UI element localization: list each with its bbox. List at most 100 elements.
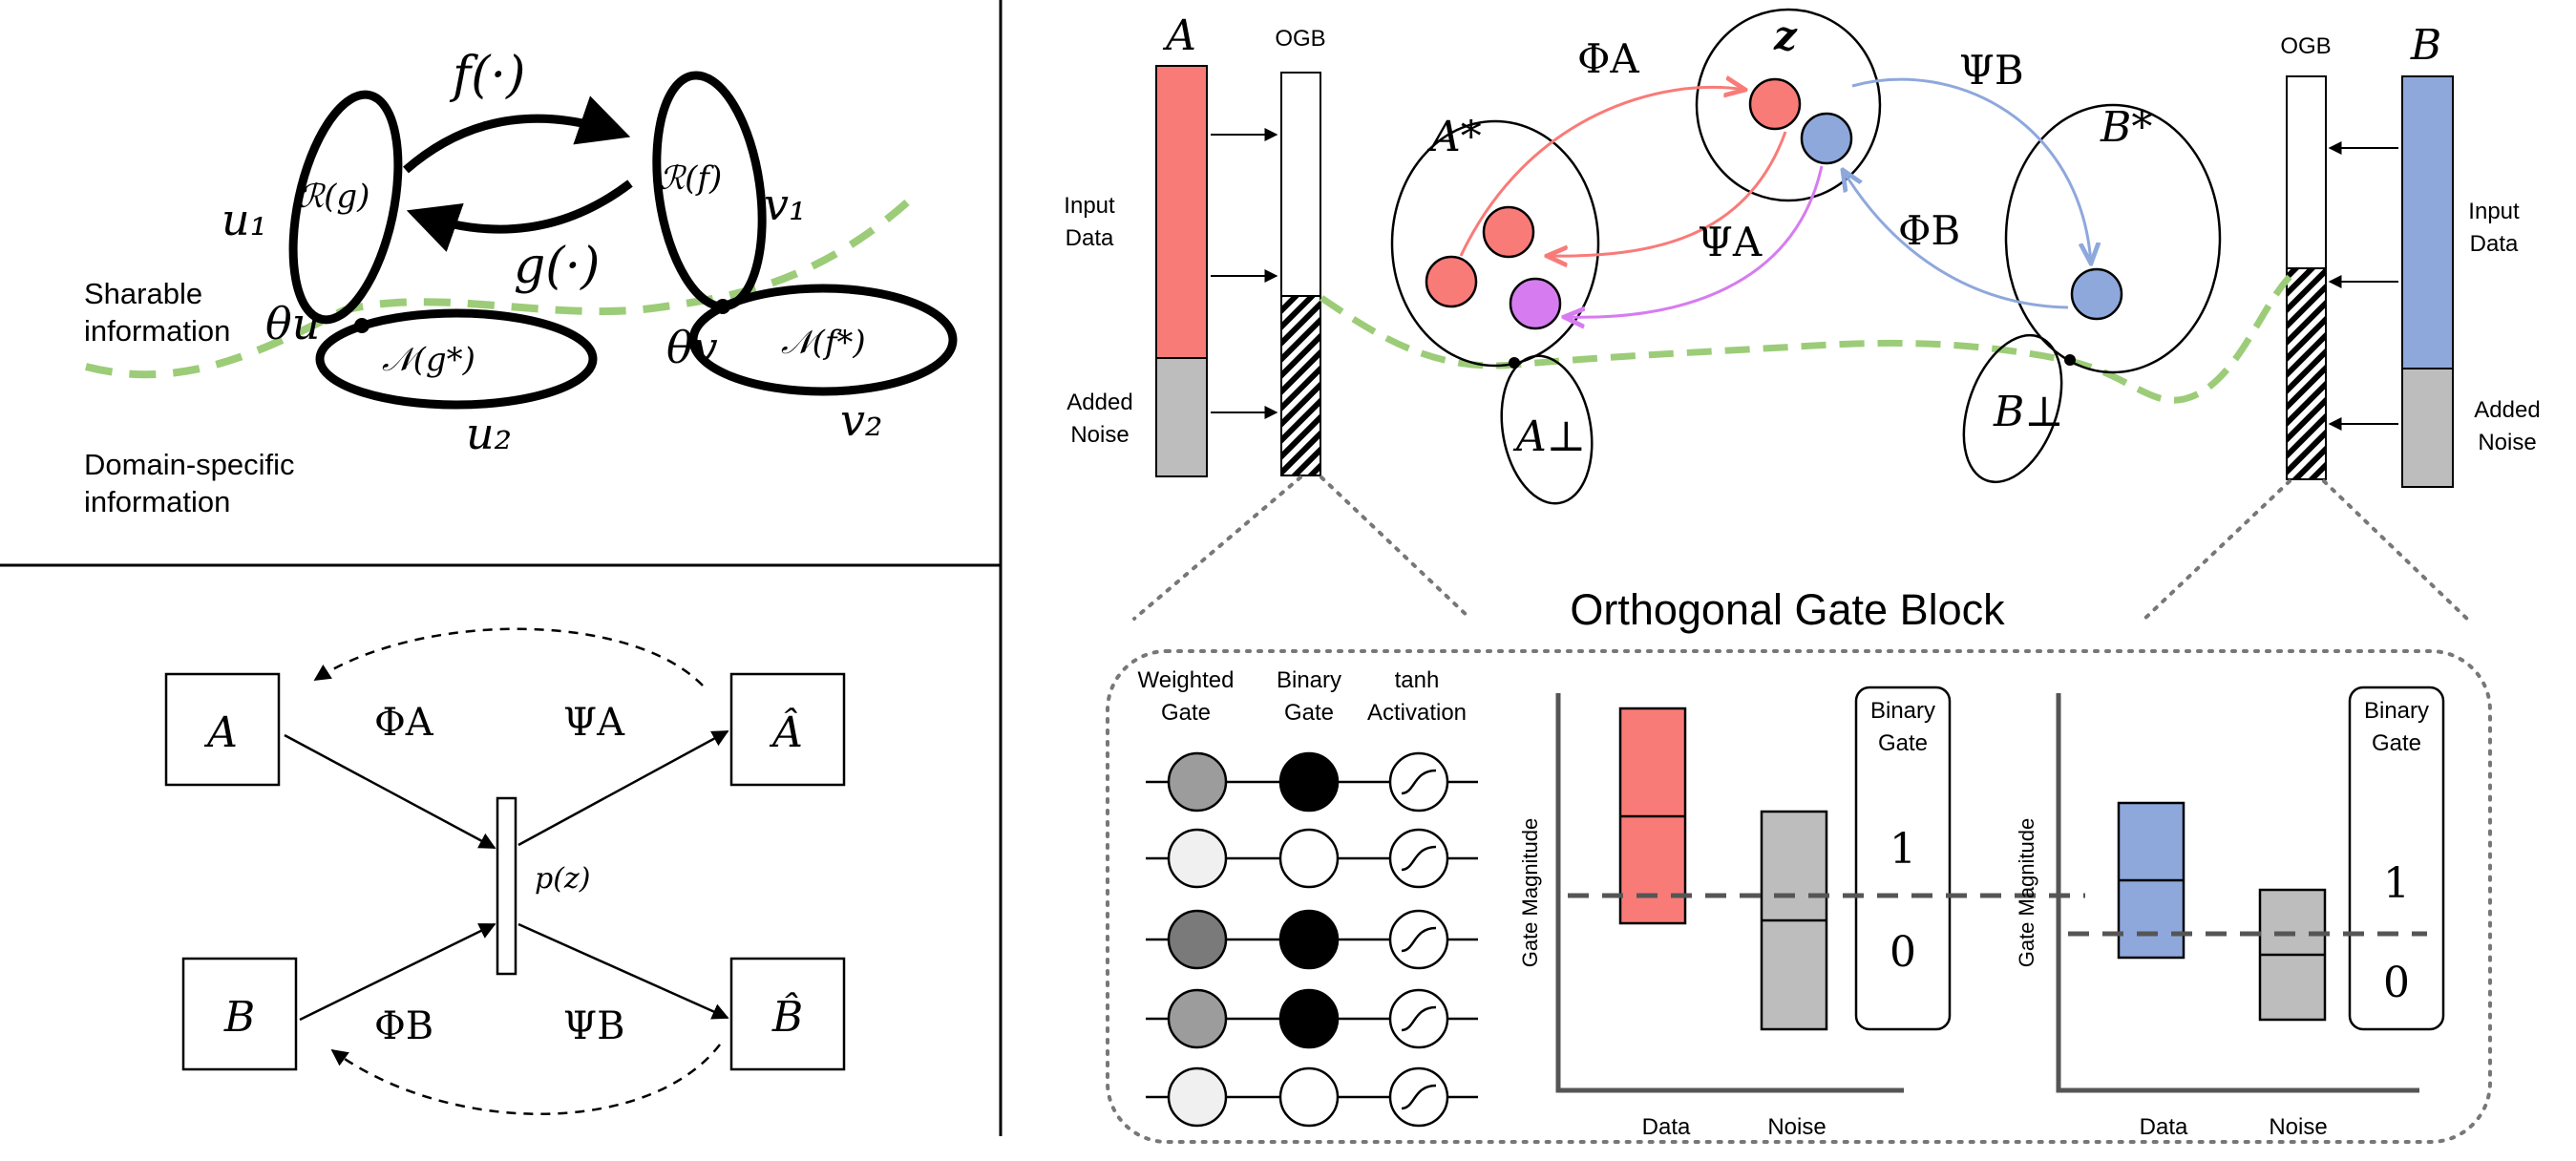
col-binary-2: Gate (1284, 700, 1334, 726)
label-domain-1: Domain-specific (84, 448, 295, 481)
ellipse-A-perp (1500, 354, 1594, 505)
dot-B-1 (2070, 267, 2123, 321)
label-noise-right-1: Added (2474, 397, 2540, 423)
panel-c-top: A B OGB OGB Input Data Added Noise Input… (1064, 8, 2541, 624)
label-theta-u: θu (265, 298, 320, 349)
ylabel-right: Gate Magnitude (2015, 818, 2038, 968)
gate-chart-left: Binary Gate 1 0 Gate Magnitude Data Nois… (1518, 686, 2085, 1140)
label-box-A: A (203, 708, 238, 757)
box-A-hat (729, 672, 846, 787)
label-A-perp: A⊥ (1512, 412, 1586, 461)
arrow-g (406, 179, 633, 252)
block-border (1106, 649, 2492, 1144)
xlabel-noise-left: Noise (1767, 1114, 1826, 1140)
gate-chart-right: Binary Gate 1 0 Gate Magnitude Data Nois… (2015, 686, 2445, 1140)
label-z: z (1773, 12, 1798, 59)
xlabel-noise-right: Noise (2269, 1114, 2327, 1140)
label-f: f(·) (449, 47, 525, 104)
label-bar-A: A (1162, 11, 1196, 60)
label-input-left-2: Data (1066, 225, 1114, 251)
label-box-B: B (223, 993, 255, 1042)
label-psi-A: ΨA (563, 701, 625, 745)
col-binary-1: Binary (1277, 667, 1341, 693)
label-phi-B: ΦB (374, 1004, 433, 1048)
label-sharable-1: Sharable (84, 277, 202, 310)
label-sharable-2: information (84, 314, 230, 348)
label-N-g: 𝒩(g*) (382, 341, 475, 379)
arrow-psi-A-purple (1564, 165, 1824, 317)
binary-zero-left: 0 (1890, 928, 1916, 977)
gate-row-5 (1146, 1066, 1478, 1128)
box-B-hat (729, 957, 846, 1071)
label-input-right-2: Data (2470, 231, 2519, 257)
col-weighted-2: Gate (1161, 700, 1211, 726)
label-theta-v: θv (666, 322, 718, 373)
label-pz: p(z) (535, 862, 590, 896)
input-bar-B-noise (2401, 368, 2454, 488)
label-phi-B-c: ΦB (1898, 207, 1960, 254)
label-B-perp: B⊥ (1993, 388, 2064, 436)
ogb-right-open (2286, 75, 2327, 269)
box-A (164, 672, 281, 787)
label-noise-left-2: Noise (1070, 422, 1129, 448)
label-input-left-1: Input (1064, 193, 1115, 219)
arrow-phi-A (1459, 87, 1745, 257)
binary-gate-box-right (2348, 686, 2445, 1031)
dot-z-blue (1800, 112, 1853, 165)
box-B (181, 957, 298, 1071)
label-g: g(·) (514, 238, 600, 295)
binary-gate-label-left-1: Binary (1870, 698, 1935, 724)
gate-row-1 (1146, 751, 1478, 813)
label-v2: v₂ (840, 394, 882, 446)
latent-bar (496, 796, 517, 976)
binary-gate-label-right-1: Binary (2364, 698, 2429, 724)
label-u2: u₂ (466, 408, 512, 459)
col-tanh-2: Activation (1367, 700, 1467, 726)
ogb-right-hatched (2286, 267, 2327, 480)
arrow-psi-A-red (1547, 131, 1787, 256)
block-title: Orthogonal Gate Block (1570, 585, 2005, 634)
label-phi-A-c: ΦA (1577, 35, 1639, 82)
label-R-f: ℛ(f) (659, 159, 722, 198)
dot-z-red (1748, 77, 1802, 131)
binary-gate-label-left-2: Gate (1878, 730, 1928, 756)
ogb-left-open (1280, 72, 1321, 297)
input-bar-A-data (1155, 65, 1208, 359)
panel-b: A B Â B̂ ΦA ΨA ΦB ΨB p(z) (164, 627, 846, 1115)
panel-a: f(·) g(·) ℛ(g) ℛ(f) 𝒩(g*) 𝒩(f*) u₁ v₁ u₂… (84, 47, 958, 518)
orthogonal-gate-block: Orthogonal Gate Block Weighted Gate Bina… (1106, 585, 2492, 1144)
ellipse-z (1695, 8, 1882, 202)
binary-one-right: 1 (2383, 859, 2410, 908)
label-A-star: A* (1426, 113, 1482, 161)
input-bar-A-noise (1155, 357, 1208, 477)
binary-gate-label-right-2: Gate (2372, 730, 2421, 756)
theta-v-point (715, 299, 730, 314)
label-R-g: ℛ(g) (298, 178, 370, 216)
gate-row-3 (1146, 909, 1478, 970)
label-noise-right-2: Noise (2478, 430, 2536, 455)
label-noise-left-1: Added (1066, 390, 1132, 415)
label-ogb-right: OGB (2280, 33, 2331, 59)
col-tanh-1: tanh (1395, 667, 1440, 693)
xlabel-data-right: Data (2140, 1114, 2188, 1140)
binary-zero-right: 0 (2383, 959, 2410, 1007)
label-domain-2: information (84, 485, 230, 518)
arrow-f (403, 95, 631, 174)
panel-dividers (0, 0, 1003, 1136)
label-u1: u₁ (222, 194, 267, 245)
label-input-right-1: Input (2468, 199, 2520, 224)
binary-gate-box-left (1854, 686, 1952, 1031)
input-bar-B-data (2401, 75, 2454, 369)
dashed-return-B (330, 1044, 721, 1115)
label-bar-B: B (2410, 21, 2441, 70)
sharable-domain-boundary (84, 199, 910, 379)
gate-row-2 (1146, 828, 1478, 889)
ylabel-left: Gate Magnitude (1518, 818, 1542, 968)
ellipse-A-star (1390, 119, 1600, 368)
gate-row-4 (1146, 988, 1478, 1049)
label-psi-B: ΨB (563, 1004, 624, 1048)
label-box-A-hat: Â (769, 707, 803, 757)
theta-u-point (354, 318, 370, 333)
label-psi-A-c: ΨA (1698, 219, 1763, 265)
